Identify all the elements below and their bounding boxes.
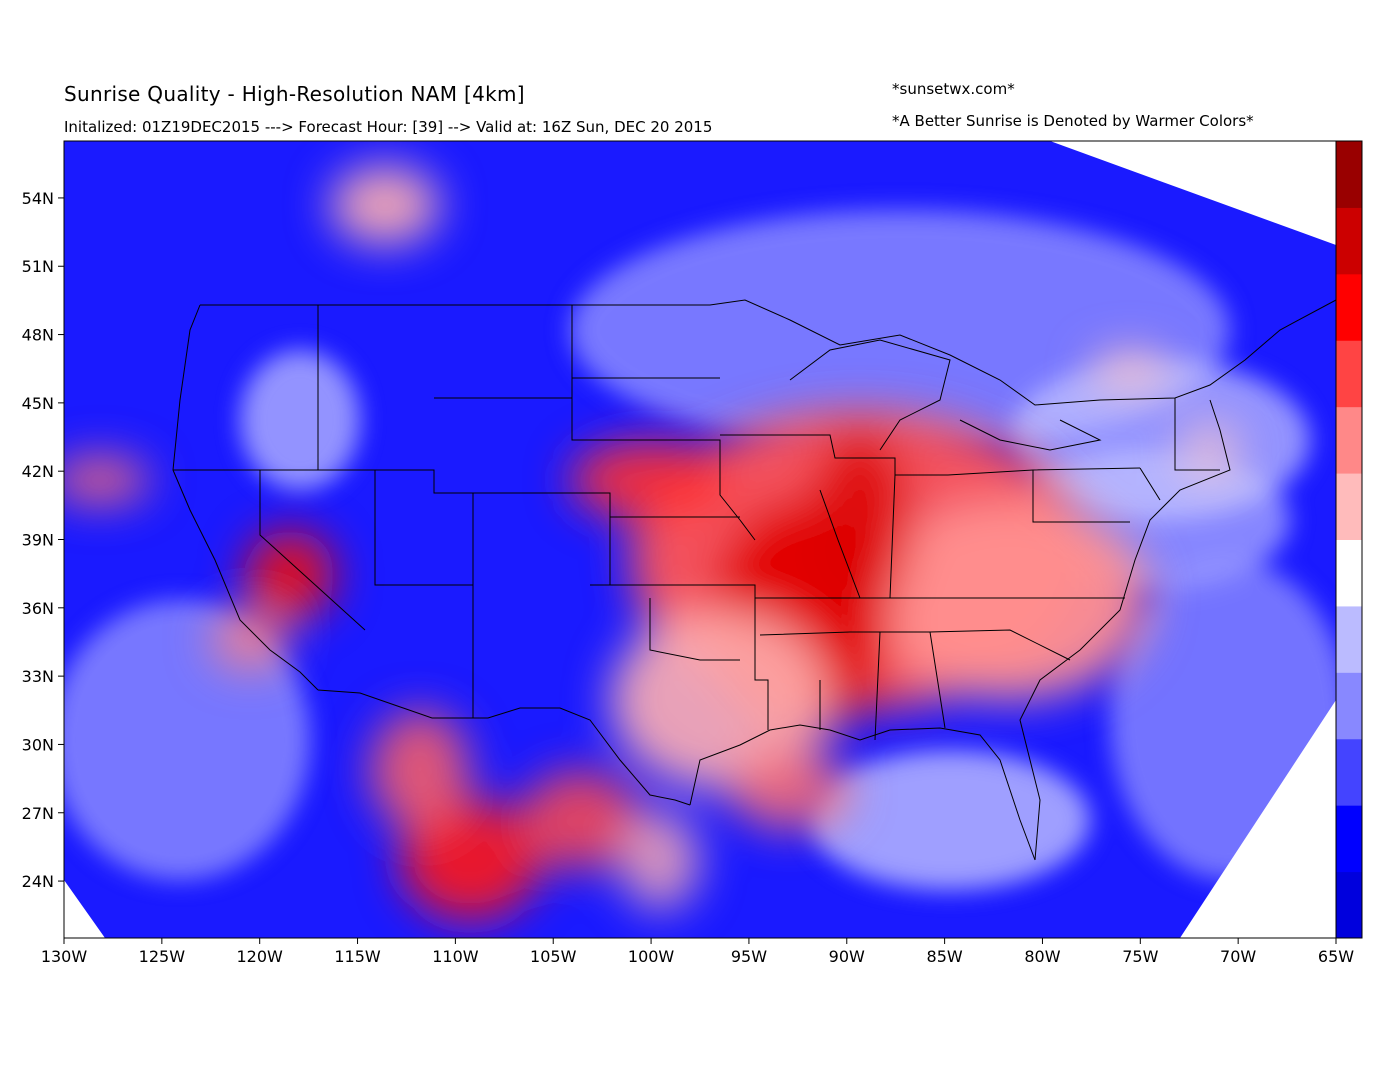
longitude-axis: 130W 125W 120W 115W 110W 105W 100W 95W 90W 85W 80W… xyxy=(41,938,1354,966)
colorbar xyxy=(1336,141,1362,939)
credit-text: *sunsetwx.com* xyxy=(892,80,1015,98)
map-title: Sunrise Quality - High-Resolution NAM [4… xyxy=(64,82,525,106)
lat-tick-label: 39N xyxy=(22,531,54,550)
lat-tick-label: 51N xyxy=(22,257,54,276)
lon-tick-label: 100W xyxy=(628,947,675,966)
lon-tick-label: 110W xyxy=(432,947,479,966)
colorbar-swatch xyxy=(1336,207,1362,275)
lon-tick-label: 80W xyxy=(1024,947,1060,966)
lat-tick-label: 45N xyxy=(22,394,54,413)
forecast-field xyxy=(64,141,1336,938)
colorbar-swatch xyxy=(1336,406,1362,474)
lat-tick-label: 42N xyxy=(22,462,54,481)
boundary-lines xyxy=(172,299,1336,861)
lat-tick-label: 36N xyxy=(22,599,54,618)
lon-tick-label: 130W xyxy=(41,947,88,966)
latitude-axis: 24N 27N 30N 33N 36N 39N 42N 45N 48N 51N 54N xyxy=(22,189,64,891)
lat-tick-label: 33N xyxy=(22,667,54,686)
colorbar-frame xyxy=(1335,140,1363,939)
lon-tick-label: 75W xyxy=(1122,947,1158,966)
colorbar-swatch xyxy=(1336,605,1362,673)
lat-tick-label: 27N xyxy=(22,804,54,823)
lon-tick-label: 65W xyxy=(1318,947,1354,966)
colorbar-swatch xyxy=(1336,805,1362,873)
colorbar-swatch xyxy=(1336,340,1362,408)
lon-tick-label: 90W xyxy=(829,947,865,966)
lon-tick-label: 115W xyxy=(334,947,381,966)
colorbar-swatch xyxy=(1336,871,1362,939)
colorbar-swatch xyxy=(1336,672,1362,740)
map-subtitle: Initalized: 01Z19DEC2015 ---> Forecast H… xyxy=(64,118,713,136)
lat-tick-label: 30N xyxy=(22,735,54,754)
lon-tick-label: 70W xyxy=(1220,947,1256,966)
legend-note: *A Better Sunrise is Denoted by Warmer C… xyxy=(892,112,1254,130)
lon-tick-label: 125W xyxy=(139,947,186,966)
lat-tick-label: 48N xyxy=(22,326,54,345)
colorbar-swatch xyxy=(1336,539,1362,607)
lat-tick-label: 54N xyxy=(22,189,54,208)
lon-tick-label: 85W xyxy=(927,947,963,966)
lon-tick-label: 95W xyxy=(731,947,767,966)
colorbar-swatch xyxy=(1336,273,1362,341)
lon-tick-label: 105W xyxy=(530,947,577,966)
lon-tick-label: 120W xyxy=(237,947,284,966)
lat-tick-label: 24N xyxy=(22,872,54,891)
colorbar-swatch xyxy=(1336,738,1362,806)
colorbar-swatch xyxy=(1336,473,1362,540)
colorbar-swatch xyxy=(1336,141,1362,208)
